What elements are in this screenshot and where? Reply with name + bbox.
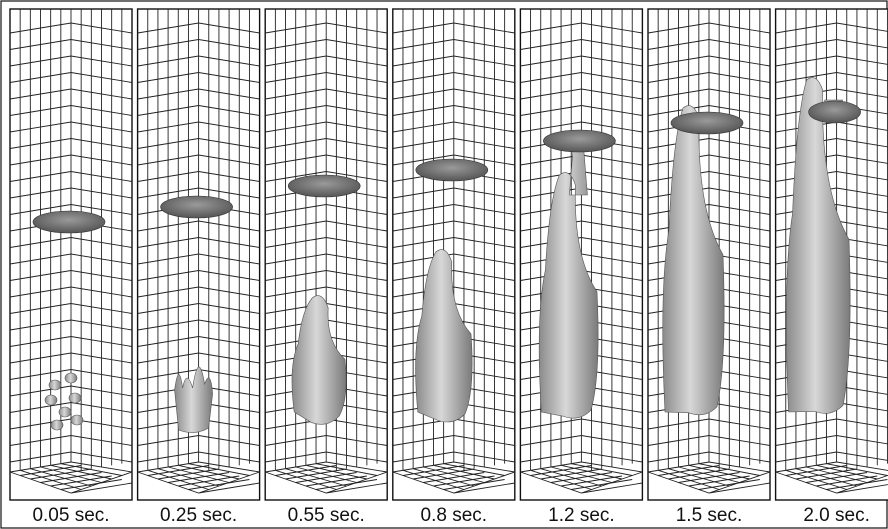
panel: 0.05 sec.: [10, 9, 132, 526]
disk: [671, 112, 743, 134]
plume-fragment: [45, 395, 57, 405]
panel: 0.8 sec.: [393, 9, 515, 526]
plume-fragment: [49, 380, 61, 390]
disk: [543, 130, 615, 152]
disk: [161, 196, 233, 218]
panel: 1.2 sec.: [520, 9, 642, 526]
panel: 0.25 sec.: [138, 9, 260, 526]
plume-fragment: [65, 373, 77, 383]
plume-fragment: [69, 393, 81, 403]
panel: 1.5 sec.: [648, 9, 770, 526]
plume-fragment: [51, 420, 63, 430]
time-label: 0.25 sec.: [160, 505, 237, 526]
plume-fragment: [59, 407, 71, 417]
panel: 2.0 sec.: [776, 9, 888, 526]
disk: [33, 211, 105, 233]
disk: [288, 175, 360, 197]
time-label: 0.8 sec.: [421, 505, 488, 526]
disk: [809, 101, 861, 123]
plume-fragment: [71, 415, 83, 425]
figure: 0.05 sec. 0.25 sec. 0.55 sec. 0.8 sec. 1.2 s…: [0, 0, 888, 529]
time-label: 1.2 sec.: [548, 505, 615, 526]
disk: [416, 159, 488, 181]
time-label: 0.55 sec.: [288, 505, 365, 526]
panel: 0.55 sec.: [265, 9, 387, 526]
time-label: 1.5 sec.: [676, 505, 743, 526]
time-label: 2.0 sec.: [803, 505, 870, 526]
time-label: 0.05 sec.: [32, 505, 109, 526]
